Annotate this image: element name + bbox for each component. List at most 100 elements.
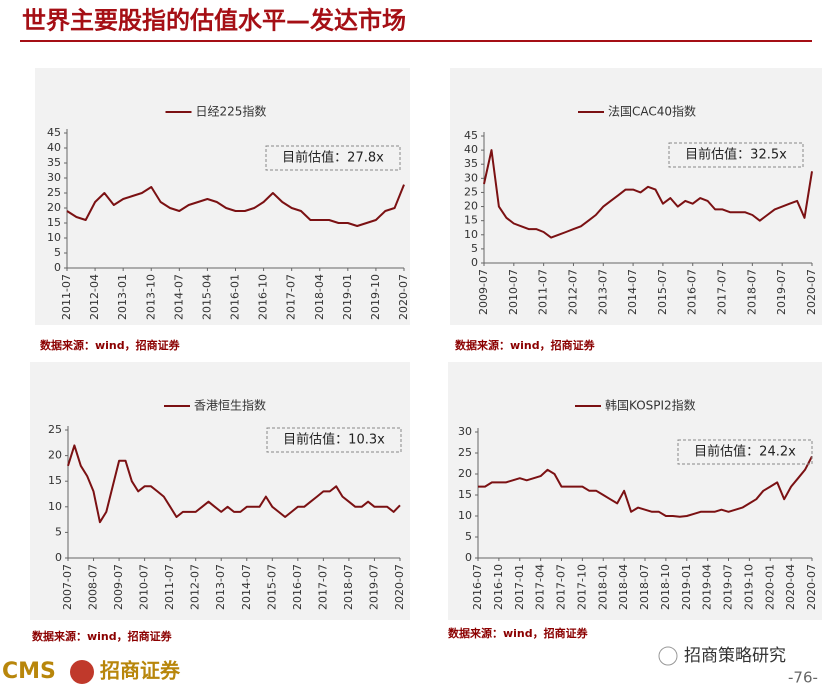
x-tick-label: 2012-04 <box>88 274 101 320</box>
x-tick-label: 2019-04 <box>701 564 714 610</box>
panel <box>450 68 822 325</box>
y-tick-label: 10 <box>458 509 472 522</box>
x-tick-label: 2016-01 <box>229 274 242 320</box>
source: 数据来源：wind，招商证券 <box>448 626 589 640</box>
y-tick-label: 5 <box>471 242 478 255</box>
x-tick-label: 2020-07 <box>397 274 410 320</box>
x-tick-label: 2020-04 <box>784 564 797 610</box>
x-tick-label: 2008-07 <box>87 564 100 610</box>
y-tick-label: 20 <box>47 201 61 214</box>
x-tick-label: 2010-07 <box>507 269 520 315</box>
x-tick-label: 2014-07 <box>172 274 185 320</box>
y-tick-label: 25 <box>48 423 62 436</box>
y-tick-label: 5 <box>465 530 472 543</box>
page-number: -76- <box>788 669 818 687</box>
x-tick-label: 2016-07 <box>686 269 699 315</box>
legend-label: 日经225指数 <box>196 104 267 119</box>
x-tick-label: 2019-10 <box>742 564 755 610</box>
x-tick-label: 2017-04 <box>534 564 547 610</box>
x-tick-label: 2007-07 <box>61 564 74 610</box>
x-tick-label: 2020-01 <box>763 564 776 610</box>
y-tick-label: 25 <box>458 446 472 459</box>
x-tick-label: 2013-07 <box>596 269 609 315</box>
x-tick-label: 2016-07 <box>471 564 484 610</box>
y-tick-label: 15 <box>48 474 62 487</box>
x-tick-label: 2018-04 <box>617 564 630 610</box>
annotation-box <box>668 142 804 168</box>
panel <box>35 68 410 325</box>
x-tick-label: 2017-10 <box>575 564 588 610</box>
wechat-icon <box>658 646 678 666</box>
annotation: 目前估值：27.8x <box>282 150 384 166</box>
y-tick-label: 20 <box>464 200 478 213</box>
x-tick-label: 2017-07 <box>716 269 729 315</box>
x-tick-label: 2016-10 <box>492 564 505 610</box>
annotation: 目前估值：32.5x <box>685 147 787 163</box>
x-tick-label: 2020-07 <box>393 564 406 610</box>
y-tick-label: 35 <box>47 156 61 169</box>
y-tick-label: 25 <box>464 185 478 198</box>
x-tick-label: 2011-07 <box>537 269 550 315</box>
y-tick-label: 0 <box>465 551 472 564</box>
x-tick-label: 2019-07 <box>367 564 380 610</box>
y-tick-label: 30 <box>464 171 478 184</box>
x-tick-label: 2012-07 <box>566 269 579 315</box>
annotation: 目前估值：10.3x <box>283 432 385 448</box>
y-tick-label: 15 <box>464 214 478 227</box>
x-tick-label: 2018-04 <box>313 274 326 320</box>
x-tick-label: 2019-07 <box>775 269 788 315</box>
series-line <box>67 444 401 524</box>
y-tick-label: 15 <box>47 216 61 229</box>
x-tick-label: 2013-01 <box>116 274 129 320</box>
source: 数据来源：wind，招商证券 <box>455 338 596 352</box>
legend-label: 韩国KOSPI2指数 <box>605 398 696 413</box>
y-tick-label: 5 <box>55 525 62 538</box>
y-tick-label: 40 <box>464 143 478 156</box>
x-tick-label: 2013-07 <box>214 564 227 610</box>
x-tick-label: 2009-07 <box>477 269 490 315</box>
x-tick-label: 2018-07 <box>342 564 355 610</box>
x-tick-label: 2019-07 <box>722 564 735 610</box>
logo-icon <box>70 660 94 684</box>
x-tick-label: 2020-07 <box>805 269 818 315</box>
slide-title: 世界主要股指的估值水平—发达市场 <box>22 6 406 35</box>
y-tick-label: 0 <box>471 256 478 269</box>
y-tick-label: 25 <box>47 186 61 199</box>
wechat: 招商策略研究 <box>684 646 786 666</box>
y-tick-label: 15 <box>458 488 472 501</box>
panel <box>448 362 822 620</box>
x-tick-label: 2018-07 <box>638 564 651 610</box>
x-tick-label: 2013-10 <box>144 274 157 320</box>
x-tick-label: 2017-07 <box>555 564 568 610</box>
logo-cn: 招商证券 <box>100 659 181 683</box>
x-tick-label: 2018-07 <box>745 269 758 315</box>
annotation-box <box>266 427 402 453</box>
source: 数据来源：wind，招商证券 <box>32 629 173 643</box>
y-tick-label: 20 <box>458 467 472 480</box>
x-tick-label: 2017-01 <box>513 564 526 610</box>
y-tick-label: 10 <box>48 500 62 513</box>
legend-label: 香港恒生指数 <box>194 398 266 413</box>
x-tick-label: 2017-07 <box>285 274 298 320</box>
annotation-box <box>677 439 813 465</box>
annotation: 目前估值：24.2x <box>694 444 796 460</box>
y-tick-label: 0 <box>55 551 62 564</box>
y-tick-label: 30 <box>458 425 472 438</box>
y-tick-label: 45 <box>47 126 61 139</box>
x-tick-label: 2011-07 <box>60 274 73 320</box>
x-tick-label: 2010-07 <box>138 564 151 610</box>
x-tick-label: 2009-07 <box>112 564 125 610</box>
annotation-box <box>265 145 401 171</box>
y-tick-label: 20 <box>48 449 62 462</box>
logo: CMS <box>2 659 56 684</box>
x-tick-label: 2014-07 <box>626 269 639 315</box>
x-tick-label: 2019-10 <box>369 274 382 320</box>
y-tick-label: 40 <box>47 141 61 154</box>
y-tick-label: 10 <box>47 231 61 244</box>
x-tick-label: 2020-07 <box>805 564 818 610</box>
series-line <box>66 184 405 227</box>
x-tick-label: 2016-07 <box>291 564 304 610</box>
y-tick-label: 10 <box>464 228 478 241</box>
series-line <box>483 149 813 239</box>
y-tick-label: 5 <box>54 246 61 259</box>
